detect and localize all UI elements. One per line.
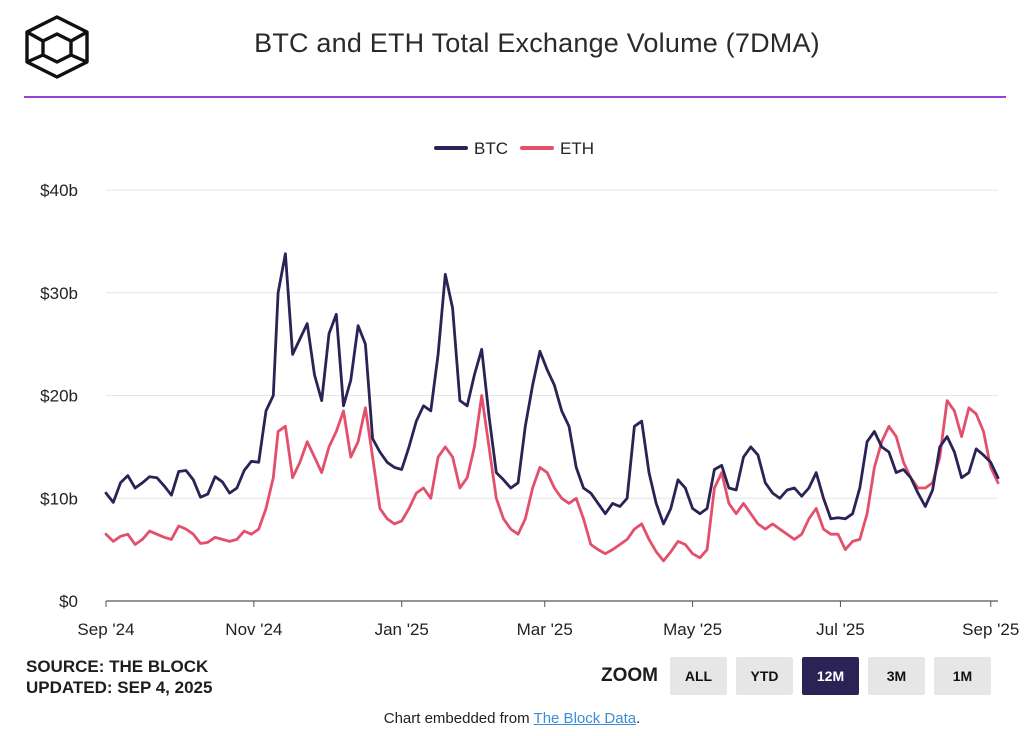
legend[interactable]: BTC ETH — [434, 139, 594, 158]
x-tick-label: Nov '24 — [225, 620, 282, 639]
x-tick-label: May '25 — [663, 620, 722, 639]
y-tick-label: $20b — [40, 387, 78, 406]
page-title: BTC and ETH Total Exchange Volume (7DMA) — [254, 28, 820, 58]
updated-label: UPDATED: SEP 4, 2025 — [26, 678, 213, 697]
zoom-label: ZOOM — [601, 665, 658, 686]
zoom-1m-button[interactable]: 1M — [934, 657, 991, 695]
the-block-data-link[interactable]: The Block Data — [533, 710, 637, 727]
source-note: SOURCE: THE BLOCK UPDATED: SEP 4, 2025 — [26, 656, 212, 698]
y-tick-label: $10b — [40, 489, 78, 508]
y-tick-label: $40b — [40, 181, 78, 200]
zoom-ytd-button[interactable]: YTD — [736, 657, 793, 695]
the-block-logo-icon — [25, 15, 89, 79]
legend-label-btc[interactable]: BTC — [474, 139, 508, 158]
y-tick-label: $0 — [59, 592, 78, 611]
zoom-controls: ZOOM ALL YTD 12M 3M 1M — [601, 657, 1000, 695]
x-tick-label: Sep '24 — [77, 620, 134, 639]
x-tick-label: Jan '25 — [375, 620, 429, 639]
y-tick-label: $30b — [40, 284, 78, 303]
zoom-3m-button[interactable]: 3M — [868, 657, 925, 695]
x-axis: Sep '24 Nov '24 Jan '25 Mar '25 May '25 Jul '… — [77, 601, 1019, 639]
x-tick-label: Jul '25 — [816, 620, 865, 639]
grid-lines — [106, 189, 998, 602]
title-divider — [24, 96, 1006, 98]
series-lines — [104, 252, 1000, 563]
legend-label-eth[interactable]: ETH — [560, 139, 594, 158]
x-tick-label: Sep '25 — [962, 620, 1019, 639]
source-label: SOURCE: THE BLOCK — [26, 657, 209, 676]
zoom-12m-button[interactable]: 12M — [802, 657, 859, 695]
zoom-all-button[interactable]: ALL — [670, 657, 727, 695]
embed-suffix: . — [636, 710, 641, 727]
series-line-btc — [104, 252, 1000, 526]
y-axis: $0 $10b $20b $30b $40b — [40, 181, 78, 611]
embed-note: Chart embedded from The Block Data. — [0, 710, 1024, 727]
series-line-eth — [104, 394, 1000, 563]
x-tick-label: Mar '25 — [517, 620, 573, 639]
embed-prefix: Chart embedded from — [383, 710, 534, 727]
